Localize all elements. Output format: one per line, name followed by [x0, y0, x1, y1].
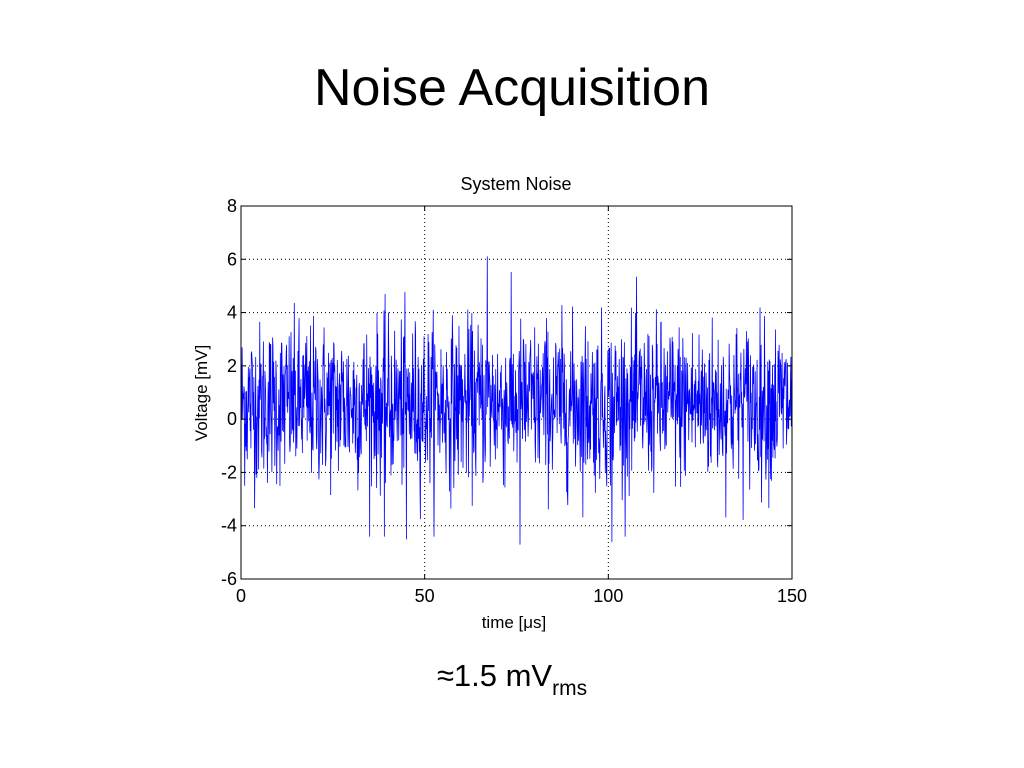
- y-axis-label: Voltage [mV]: [192, 345, 211, 441]
- rms-subscript: rms: [552, 677, 588, 700]
- chart-title: System Noise: [460, 174, 571, 194]
- rms-value: ≈1.5 mV: [436, 658, 553, 693]
- plot-area: [240, 256, 793, 545]
- x-tick-label: 150: [777, 586, 807, 606]
- x-tick-label: 100: [593, 586, 623, 606]
- noise-series-line: [240, 256, 793, 545]
- plot-frame: [240, 205, 793, 580]
- slide-title: Noise Acquisition: [314, 59, 710, 117]
- axis-ticks: 0 50 100 150 -6 -4 -2 0 2 4 6 8: [221, 196, 807, 606]
- y-tick-label: -4: [221, 516, 237, 536]
- y-tick-label: 8: [227, 196, 237, 216]
- x-tick-label: 0: [236, 586, 246, 606]
- y-tick-label: 6: [227, 249, 237, 269]
- rms-caption: ≈1.5 mVrms: [0, 658, 1024, 701]
- y-tick-label: 4: [227, 303, 237, 323]
- y-tick-label: -2: [221, 462, 237, 482]
- y-tick-label: 0: [227, 409, 237, 429]
- y-tick-label: -6: [221, 569, 237, 589]
- y-tick-label: 2: [227, 356, 237, 376]
- x-tick-label: 50: [415, 586, 435, 606]
- x-axis-label: time [μs]: [482, 613, 547, 632]
